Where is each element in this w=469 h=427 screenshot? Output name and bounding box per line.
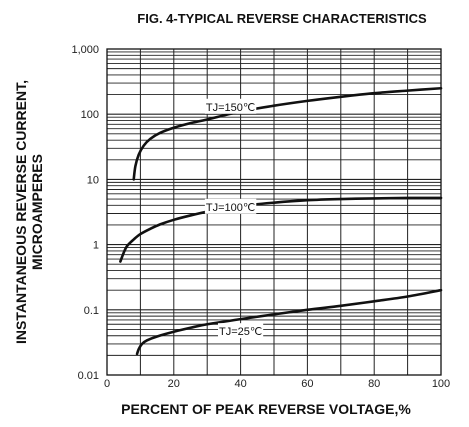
y-tick-label: 10: [87, 174, 99, 186]
plot-frame: [106, 48, 442, 376]
series-label-0: TJ=150℃: [206, 102, 255, 114]
x-tick-label: 60: [301, 378, 313, 390]
series-labels: TJ=150℃ TJ=100℃ TJ=25℃: [204, 98, 264, 339]
x-tick-label: 0: [104, 378, 110, 390]
series-label-background: [204, 198, 257, 214]
series-label-background: [218, 323, 264, 339]
series-label-1: TJ=100℃: [206, 202, 255, 214]
y-tick-label: 0.1: [84, 305, 99, 317]
x-tick-label: 20: [168, 378, 180, 390]
y-axis-label-line1: INSTANTANEOUS REVERSE CURRENT,: [13, 80, 29, 344]
y-tick-labels: 0.01 0.1 1 10 100 1,000: [71, 44, 99, 382]
series-line-0: [132, 86, 443, 181]
plot-border: [106, 48, 442, 376]
chart-title: FIG. 4-TYPICAL REVERSE CHARACTERISTICS: [137, 11, 427, 26]
series-label-2: TJ=25℃: [219, 326, 262, 338]
x-tick-label: 80: [368, 378, 380, 390]
x-tick-labels: 0 20 40 60 80 100: [104, 378, 450, 390]
series-lines: [119, 86, 443, 356]
series-line-2: [135, 288, 443, 356]
x-axis-label: PERCENT OF PEAK REVERSE VOLTAGE,%: [121, 401, 411, 417]
y-axis-label: INSTANTANEOUS REVERSE CURRENT, MICROAMPE…: [13, 80, 45, 344]
x-tick-label: 40: [234, 378, 246, 390]
y-tick-label: 1,000: [71, 44, 99, 56]
y-tick-label: 100: [81, 109, 99, 121]
y-axis-label-line2: MICROAMPERES: [29, 154, 45, 270]
y-tick-label: 1: [93, 240, 99, 252]
x-tick-label: 100: [432, 378, 450, 390]
grid: [107, 49, 441, 376]
series-line-1: [119, 196, 443, 263]
series-label-background: [204, 98, 257, 114]
y-tick-label: 0.01: [78, 370, 99, 382]
